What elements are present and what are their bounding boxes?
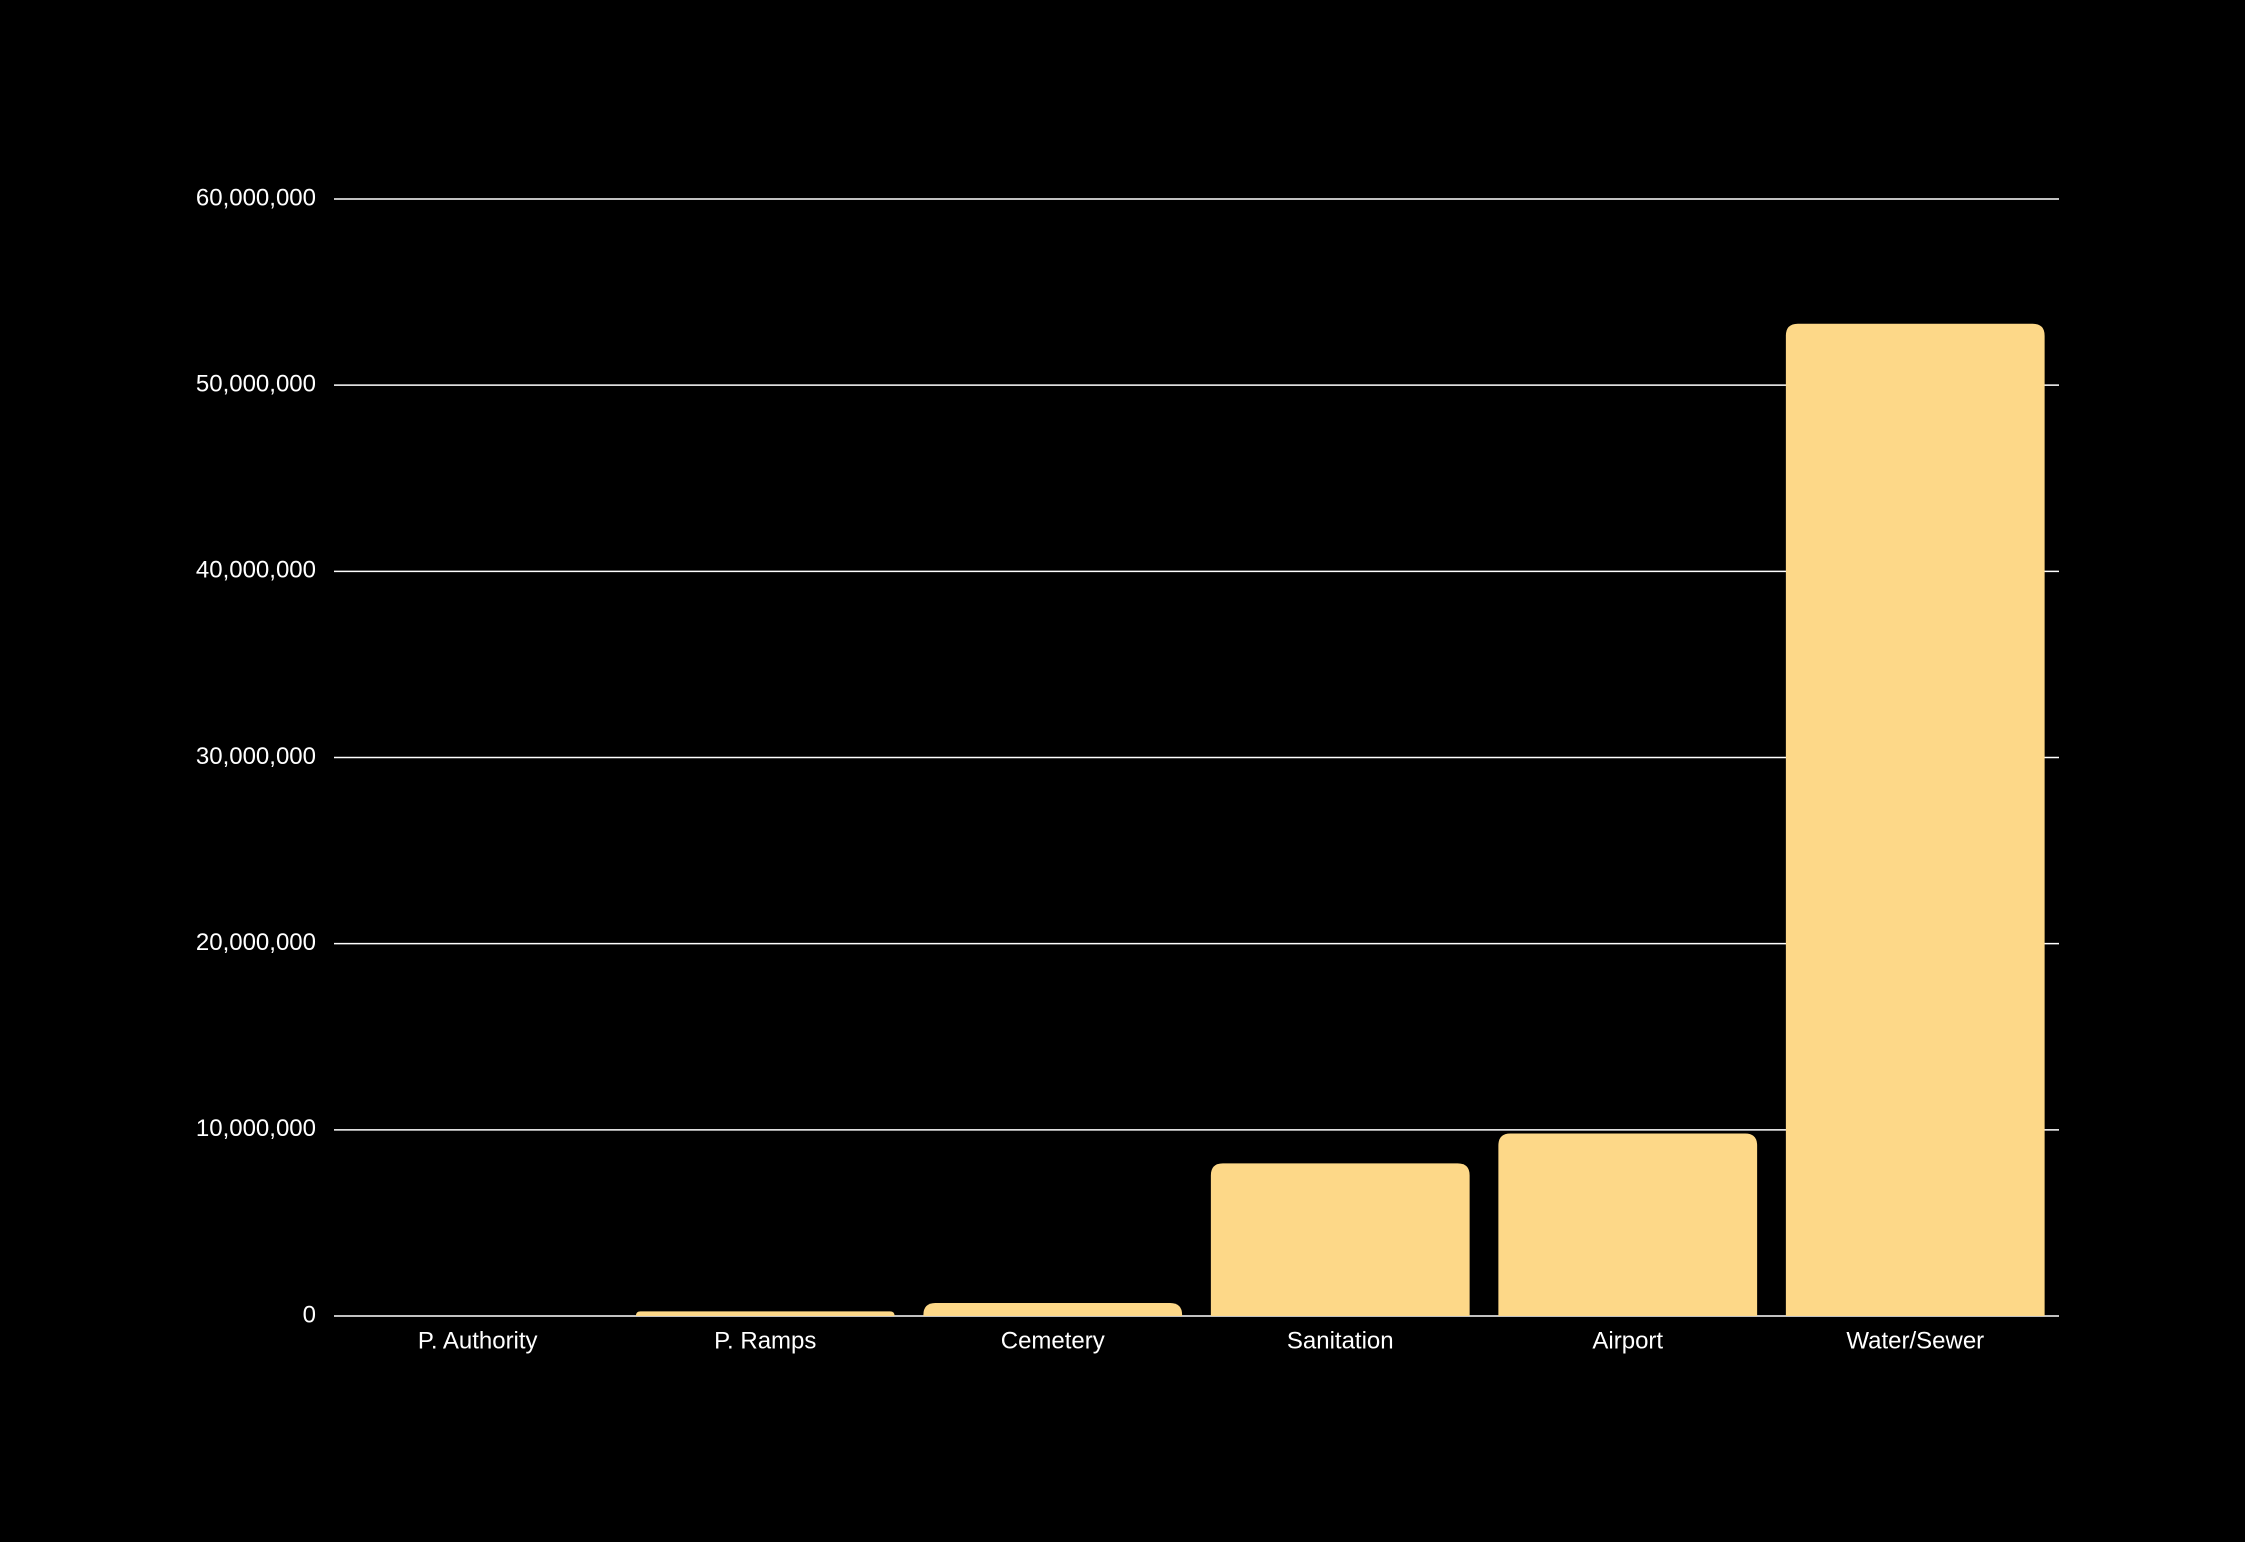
y-tick-label: 20,000,000	[196, 929, 316, 956]
y-tick-label: 60,000,000	[196, 184, 316, 211]
x-tick-label: P. Authority	[418, 1327, 538, 1354]
bar	[1210, 1163, 1470, 1316]
y-tick-label: 30,000,000	[196, 743, 316, 770]
y-tick-label: 50,000,000	[196, 371, 316, 398]
y-tick-label: 0	[303, 1301, 316, 1328]
y-tick-label: 40,000,000	[196, 557, 316, 584]
y-tick-label: 10,000,000	[196, 1115, 316, 1142]
x-tick-label: Cemetery	[1001, 1327, 1105, 1354]
x-tick-label: Sanitation	[1287, 1327, 1394, 1354]
x-tick-label: Airport	[1592, 1327, 1663, 1354]
bar	[635, 1311, 895, 1316]
bar	[923, 1302, 1183, 1316]
x-tick-label: P. Ramps	[714, 1327, 816, 1354]
bar	[1785, 323, 2045, 1316]
bar	[1498, 1133, 1758, 1316]
x-tick-label: Water/Sewer	[1846, 1327, 1984, 1354]
